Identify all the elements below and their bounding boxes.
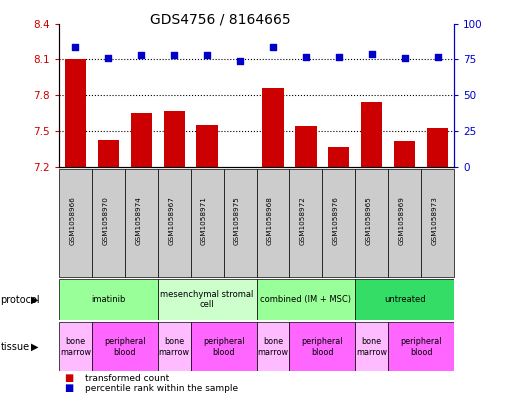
- FancyBboxPatch shape: [421, 169, 454, 277]
- Point: [334, 53, 343, 60]
- Bar: [262, 88, 284, 167]
- FancyBboxPatch shape: [158, 279, 256, 320]
- Point: [401, 55, 409, 61]
- Text: peripheral
blood: peripheral blood: [203, 337, 244, 356]
- Text: GSM1058972: GSM1058972: [300, 196, 306, 245]
- Point: [137, 52, 145, 58]
- Point: [104, 55, 112, 61]
- FancyBboxPatch shape: [59, 322, 92, 371]
- Point: [269, 43, 277, 50]
- Point: [203, 52, 211, 58]
- Point: [71, 43, 80, 50]
- Bar: [328, 147, 349, 167]
- Text: combined (IM + MSC): combined (IM + MSC): [261, 295, 351, 304]
- FancyBboxPatch shape: [191, 169, 224, 277]
- FancyBboxPatch shape: [388, 322, 454, 371]
- Point: [302, 53, 310, 60]
- FancyBboxPatch shape: [289, 322, 355, 371]
- Text: GSM1058973: GSM1058973: [431, 196, 438, 245]
- Point: [368, 51, 376, 57]
- Text: GSM1058974: GSM1058974: [135, 196, 141, 245]
- Text: tissue: tissue: [1, 342, 30, 352]
- Bar: [361, 103, 382, 167]
- FancyBboxPatch shape: [59, 169, 92, 277]
- Bar: [427, 128, 448, 167]
- FancyBboxPatch shape: [355, 322, 388, 371]
- FancyBboxPatch shape: [158, 322, 191, 371]
- FancyBboxPatch shape: [256, 322, 289, 371]
- Text: GSM1058967: GSM1058967: [168, 196, 174, 245]
- FancyBboxPatch shape: [289, 169, 322, 277]
- Text: GSM1058976: GSM1058976: [333, 196, 339, 245]
- Text: peripheral
blood: peripheral blood: [104, 337, 146, 356]
- Text: ▶: ▶: [31, 295, 38, 305]
- Text: untreated: untreated: [384, 295, 425, 304]
- Text: GSM1058966: GSM1058966: [69, 196, 75, 245]
- Text: protocol: protocol: [1, 295, 40, 305]
- FancyBboxPatch shape: [256, 169, 289, 277]
- Text: bone
marrow: bone marrow: [60, 337, 91, 356]
- FancyBboxPatch shape: [322, 169, 355, 277]
- Text: peripheral
blood: peripheral blood: [400, 337, 442, 356]
- Text: GDS4756 / 8164665: GDS4756 / 8164665: [150, 13, 291, 27]
- Text: ▶: ▶: [31, 342, 38, 352]
- Point: [236, 58, 244, 64]
- Bar: [394, 141, 416, 167]
- Text: mesenchymal stromal
cell: mesenchymal stromal cell: [161, 290, 254, 309]
- FancyBboxPatch shape: [355, 169, 388, 277]
- Text: peripheral
blood: peripheral blood: [302, 337, 343, 356]
- Bar: [164, 111, 185, 167]
- Point: [433, 53, 442, 60]
- Text: bone
marrow: bone marrow: [258, 337, 288, 356]
- Bar: [65, 59, 86, 167]
- Text: GSM1058971: GSM1058971: [201, 196, 207, 245]
- FancyBboxPatch shape: [125, 169, 158, 277]
- Bar: [196, 125, 218, 167]
- Text: ■: ■: [64, 383, 73, 393]
- FancyBboxPatch shape: [158, 169, 191, 277]
- Text: imatinib: imatinib: [91, 295, 126, 304]
- FancyBboxPatch shape: [224, 169, 256, 277]
- Text: transformed count: transformed count: [85, 374, 169, 382]
- Text: GSM1058975: GSM1058975: [234, 196, 240, 245]
- Text: bone
marrow: bone marrow: [159, 337, 190, 356]
- Text: ■: ■: [64, 373, 73, 383]
- Text: bone
marrow: bone marrow: [356, 337, 387, 356]
- Text: GSM1058969: GSM1058969: [399, 196, 405, 245]
- Text: GSM1058965: GSM1058965: [366, 196, 372, 245]
- Bar: [295, 127, 317, 167]
- FancyBboxPatch shape: [355, 279, 454, 320]
- FancyBboxPatch shape: [92, 322, 158, 371]
- Bar: [97, 140, 119, 167]
- Text: GSM1058968: GSM1058968: [267, 196, 273, 245]
- FancyBboxPatch shape: [59, 279, 158, 320]
- Text: percentile rank within the sample: percentile rank within the sample: [85, 384, 238, 393]
- FancyBboxPatch shape: [191, 322, 256, 371]
- FancyBboxPatch shape: [388, 169, 421, 277]
- FancyBboxPatch shape: [256, 279, 355, 320]
- Point: [170, 52, 179, 58]
- Bar: [131, 113, 152, 167]
- Text: GSM1058970: GSM1058970: [103, 196, 108, 245]
- FancyBboxPatch shape: [92, 169, 125, 277]
